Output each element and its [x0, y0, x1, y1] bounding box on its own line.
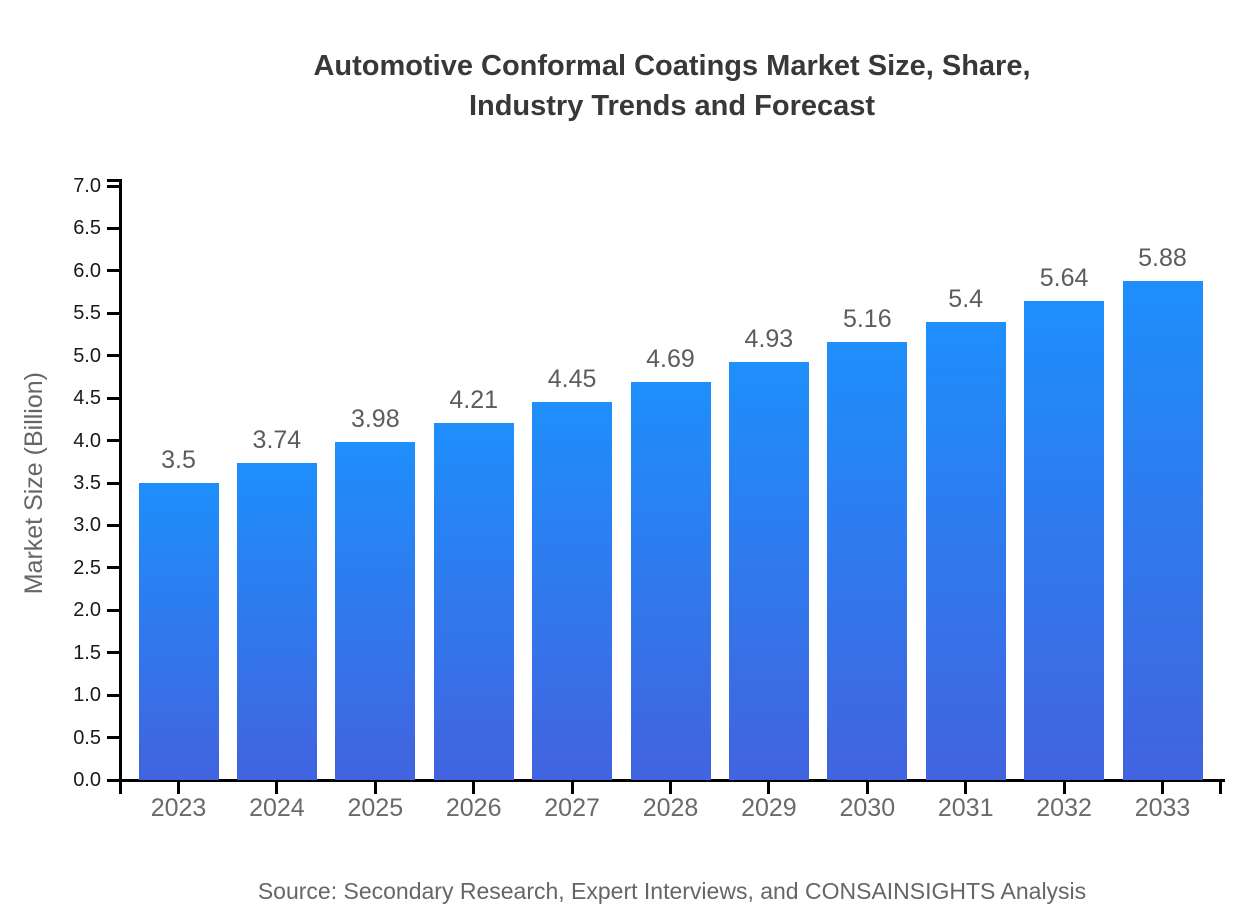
bar-2030 — [827, 342, 908, 780]
y-tick-label: 5.0 — [73, 344, 101, 367]
bar-value-label: 3.98 — [350, 405, 400, 434]
source-note: Source: Secondary Research, Expert Inter… — [257, 878, 1087, 904]
y-tick-mark — [107, 439, 119, 443]
y-tick-label: 7.0 — [73, 175, 101, 197]
y-tick-label: 1.0 — [73, 684, 101, 707]
y-tick-mark — [107, 354, 119, 358]
y-tick-mark — [107, 693, 119, 697]
y-tick-label: 6.5 — [73, 217, 101, 240]
x-tick-mark — [177, 782, 180, 794]
y-tick-mark — [107, 396, 119, 400]
x-tick-mark — [669, 782, 672, 794]
bar-2032 — [1024, 301, 1105, 780]
y-tick-label: 4.0 — [73, 429, 101, 452]
x-tick-label-2033: 2033 — [1134, 794, 1191, 822]
bar-value-label: 5.88 — [1138, 244, 1187, 273]
y-tick-mark — [107, 523, 119, 527]
chart-title-line-1: Automotive Conformal Coatings Market Siz… — [313, 50, 1031, 82]
bar-value-label: 4.69 — [646, 345, 695, 374]
y-tick-mark — [107, 226, 119, 230]
x-tick-label-2032: 2032 — [1036, 794, 1092, 822]
y-tick-label: 1.5 — [73, 641, 101, 664]
y-tick-label: 2.0 — [73, 599, 101, 622]
y-tick-mark — [107, 269, 119, 273]
x-tick-mark — [1161, 782, 1164, 794]
x-tick-mark — [767, 782, 771, 794]
chart-title: Automotive Conformal Coatings Market Siz… — [122, 46, 1222, 126]
x-tick-mark — [865, 782, 869, 794]
bar-2033 — [1122, 281, 1203, 780]
y-tick-mark — [107, 651, 119, 655]
y-tick-label: 3.5 — [73, 472, 101, 494]
bar-2026 — [433, 422, 514, 780]
x-axis-end-tick — [1219, 782, 1222, 794]
bar-value-label: 3.5 — [161, 446, 196, 474]
bar-value-label: 3.74 — [252, 425, 302, 454]
bar-value-label: 5.64 — [1039, 264, 1089, 293]
y-tick-mark — [107, 311, 119, 315]
x-tick-label-2031: 2031 — [937, 794, 994, 822]
bar-value-label: 4.21 — [449, 385, 499, 414]
chart-title-line-2: Industry Trends and Forecast — [468, 90, 876, 122]
bar-2024 — [236, 462, 317, 780]
x-tick-mark — [964, 782, 968, 794]
bar-value-label: 4.45 — [547, 365, 597, 394]
x-tick-label-2027: 2027 — [544, 794, 600, 822]
x-tick-label-2024: 2024 — [249, 794, 305, 822]
x-tick-label-2023: 2023 — [150, 794, 207, 822]
bar-2023 — [138, 483, 219, 780]
y-tick-label: 0.0 — [73, 769, 101, 791]
bar-2029 — [728, 361, 809, 780]
bar-value-label: 4.93 — [744, 324, 794, 353]
bar-2031 — [925, 321, 1006, 780]
y-tick-label: 3.0 — [73, 514, 101, 537]
y-tick-label: 0.5 — [73, 726, 101, 749]
y-tick-label: 5.5 — [73, 302, 101, 325]
y-tick-mark — [107, 566, 119, 570]
x-tick-label-2030: 2030 — [839, 794, 896, 822]
y-axis-line — [119, 179, 122, 794]
x-tick-label-2028: 2028 — [642, 794, 699, 822]
y-tick-mark — [107, 778, 119, 782]
bar-2028 — [630, 382, 711, 780]
bar-2025 — [335, 442, 416, 780]
bar-value-label: 5.16 — [842, 305, 892, 334]
x-tick-mark — [373, 782, 377, 794]
y-tick-mark — [107, 608, 119, 612]
x-tick-label-2025: 2025 — [347, 794, 404, 822]
x-tick-mark — [570, 782, 574, 794]
y-tick-mark — [107, 481, 119, 485]
x-tick-mark — [275, 782, 279, 794]
x-tick-label-2029: 2029 — [741, 794, 797, 822]
y-tick-label: 2.5 — [73, 556, 101, 579]
y-tick-mark — [107, 184, 119, 188]
y-axis-top-cap-tick — [107, 179, 119, 182]
y-tick-mark — [107, 736, 119, 740]
bar-value-label: 5.4 — [948, 284, 984, 313]
x-tick-mark — [472, 782, 476, 794]
x-axis-line — [119, 779, 1225, 782]
y-tick-label: 6.0 — [73, 259, 101, 282]
bar-2027 — [532, 402, 613, 780]
x-tick-mark — [1062, 782, 1066, 794]
y-tick-label: 4.5 — [73, 387, 101, 410]
x-tick-label-2026: 2026 — [445, 794, 502, 822]
